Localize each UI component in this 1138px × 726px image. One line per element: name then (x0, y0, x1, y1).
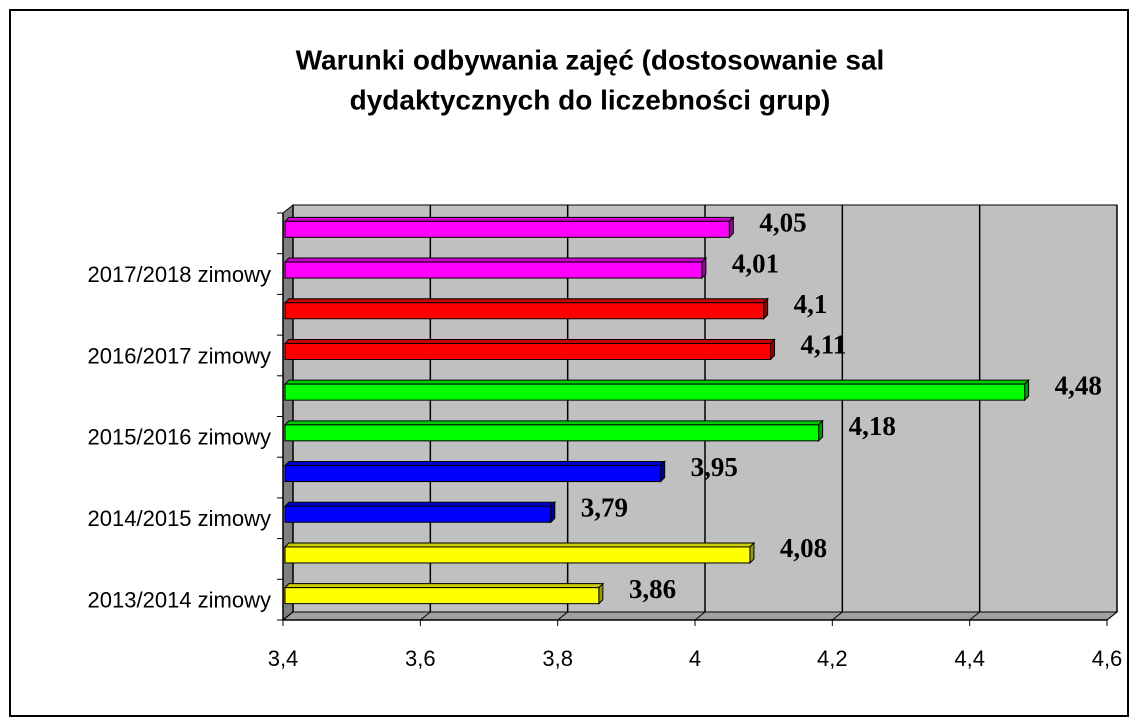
bar-side (598, 582, 604, 605)
x-tick-label: 4,4 (954, 646, 985, 671)
floor-line (969, 611, 980, 621)
y-tick-label: 2013/2014 zimowy (88, 587, 271, 612)
bar-side (749, 541, 755, 565)
data-label: 4,01 (732, 248, 779, 278)
bar-top (283, 338, 776, 344)
y-tick-label: 2015/2016 zimowy (88, 425, 271, 450)
x-tick-label: 4 (689, 646, 701, 671)
x-tick-label: 3,8 (542, 646, 573, 671)
bar-side (1024, 378, 1030, 402)
data-label: 4,05 (759, 208, 806, 238)
bar (284, 424, 820, 442)
bar-top (283, 501, 557, 507)
bar-top (283, 216, 735, 222)
floor-line (282, 611, 294, 621)
bar-top (283, 542, 756, 548)
bar (284, 505, 552, 523)
y-tick-label: 2014/2015 zimowy (88, 506, 271, 531)
chart-title: dydaktycznych do liczebności grup) (350, 84, 831, 115)
bar-top (283, 461, 666, 467)
bar-side (728, 216, 734, 239)
data-label: 4,08 (780, 533, 827, 563)
chart-title: Warunki odbywania zajęć (dostosowanie sa… (296, 44, 885, 75)
y-tick-label: 2016/2017 zimowy (88, 343, 271, 368)
x-tick-label: 3,6 (405, 646, 436, 671)
bar-side (818, 419, 824, 443)
data-label: 4,48 (1055, 370, 1102, 400)
bar-side (701, 256, 707, 280)
bar (284, 587, 600, 605)
floor-line (832, 611, 843, 621)
bar-side (763, 297, 769, 320)
x-tick-label: 3,4 (268, 646, 299, 671)
x-tick-label: 4,2 (817, 646, 848, 671)
bar-top (283, 379, 1030, 385)
bar (284, 261, 703, 279)
data-label: 4,18 (849, 411, 896, 441)
data-label: 4,11 (801, 330, 847, 360)
bar (284, 342, 772, 360)
bar-top (283, 420, 824, 426)
floor-line (1106, 611, 1118, 621)
bar-top (283, 298, 769, 304)
bar (284, 465, 662, 483)
data-label: 4,1 (794, 289, 828, 319)
bar (284, 302, 765, 320)
data-label: 3,86 (629, 574, 676, 604)
bar-top (283, 583, 605, 589)
floor-line (420, 611, 431, 621)
floor-line (694, 611, 706, 621)
bar-side (660, 460, 666, 483)
x-tick-label: 4,6 (1092, 646, 1123, 671)
bar-top (283, 257, 708, 263)
data-label: 3,95 (691, 452, 738, 482)
bar (284, 383, 1026, 401)
bar (284, 220, 730, 238)
data-label: 3,79 (581, 492, 628, 522)
floor-line (557, 611, 568, 621)
bar (284, 546, 751, 564)
y-tick-label: 2017/2018 zimowy (88, 262, 271, 287)
bar-side (770, 338, 776, 361)
bar-side (550, 501, 556, 524)
